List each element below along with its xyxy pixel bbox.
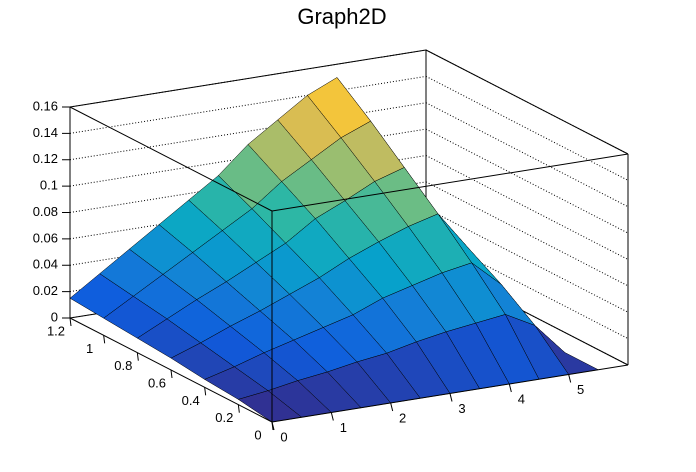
y-tick-label: 0 bbox=[254, 427, 261, 442]
y-tick bbox=[204, 387, 207, 396]
y-tick-label: 0.2 bbox=[215, 410, 233, 425]
x-tick bbox=[390, 402, 394, 412]
y-tick bbox=[170, 369, 173, 379]
box-edge bbox=[271, 153, 629, 212]
y-tick-label: 0.4 bbox=[182, 393, 200, 408]
x-tick bbox=[508, 383, 512, 393]
box-edge bbox=[425, 49, 629, 155]
y-tick bbox=[136, 352, 139, 361]
x-tick-label: 5 bbox=[577, 382, 584, 397]
z-tick-label: 0.14 bbox=[33, 125, 58, 140]
z-tick-label: 0.08 bbox=[33, 204, 58, 219]
y-tick bbox=[103, 335, 106, 344]
y-tick bbox=[237, 404, 240, 413]
z-tick-label: 0.16 bbox=[33, 98, 58, 113]
grid-line bbox=[69, 102, 427, 161]
x-tick bbox=[449, 393, 453, 402]
grid-line bbox=[425, 207, 629, 313]
z-tick-label: 0.1 bbox=[40, 178, 58, 193]
grid-line bbox=[425, 128, 629, 234]
y-tick bbox=[271, 421, 274, 431]
grid-line bbox=[425, 234, 629, 340]
y-tick-label: 0.8 bbox=[114, 358, 132, 373]
y-tick-label: 1.2 bbox=[47, 323, 65, 338]
z-tick-label: 0.06 bbox=[33, 230, 58, 245]
grid-line bbox=[69, 75, 427, 134]
grid-line bbox=[425, 181, 629, 287]
chart-title: Graph2D bbox=[297, 4, 386, 29]
grid-line bbox=[425, 155, 629, 260]
x-tick-label: 1 bbox=[340, 420, 347, 435]
grid-line bbox=[425, 102, 629, 208]
grid-line bbox=[425, 75, 629, 181]
y-tick-label: 1 bbox=[86, 341, 93, 356]
y-tick-label: 0.6 bbox=[148, 375, 166, 390]
box-edge bbox=[69, 106, 273, 212]
z-tick-label: 0.02 bbox=[33, 283, 58, 298]
x-tick-label: 0 bbox=[280, 429, 287, 444]
x-tick-label: 3 bbox=[458, 401, 465, 416]
x-tick-label: 4 bbox=[518, 391, 525, 406]
y-tick bbox=[69, 317, 72, 327]
grid-line bbox=[425, 260, 629, 366]
z-tick-label: 0.04 bbox=[33, 257, 58, 272]
x-tick-label: 2 bbox=[399, 410, 406, 425]
box-edge bbox=[69, 49, 427, 108]
x-tick bbox=[330, 412, 334, 421]
z-tick-label: 0.12 bbox=[33, 151, 58, 166]
z-tick-label: 0 bbox=[51, 309, 58, 324]
x-tick bbox=[568, 374, 572, 383]
